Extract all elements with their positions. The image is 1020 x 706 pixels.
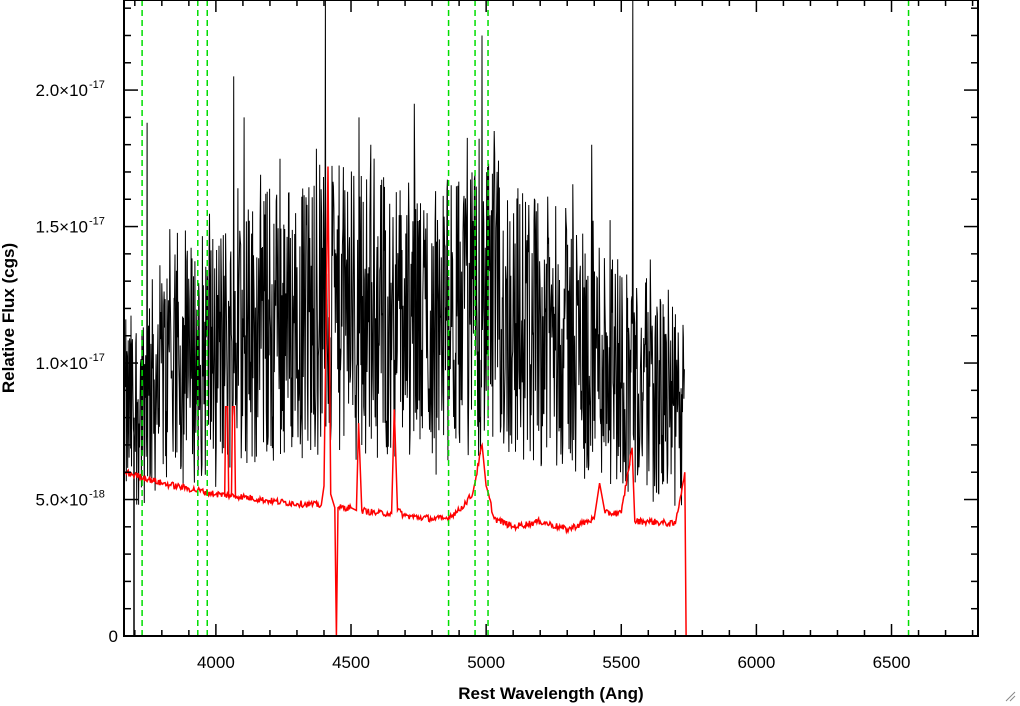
y-tick-exponent: -17	[89, 216, 105, 228]
model-emission-spike	[223, 405, 230, 497]
axes-frame	[123, 0, 979, 637]
x-tick-label: 6000	[737, 653, 775, 672]
y-tick-label: 2.0×10	[36, 81, 88, 100]
x-tick-label: 4000	[197, 653, 235, 672]
x-tick-label: 4500	[332, 653, 370, 672]
y-tick-label: 0	[109, 627, 118, 646]
plot-frame	[123, 0, 979, 637]
y-axis-label: Relative Flux (cgs)	[0, 243, 18, 393]
plot-area	[124, 0, 978, 636]
y-tick-label: 1.0×10	[36, 354, 88, 373]
observed-spectrum-line	[124, 0, 685, 506]
y-tick-label: 1.5×10	[36, 218, 88, 237]
y-tick-exponent: -18	[89, 489, 105, 501]
x-tick-label: 5500	[602, 653, 640, 672]
x-axis-ticks: 4000 4500 5000 5500 6000 6500	[134, 0, 974, 672]
model-emission-spike	[230, 405, 237, 497]
y-axis-ticks: 05.0×10 -181.0×10 -171.5×10 -172.0×10 -17	[36, 7, 978, 646]
resize-grip-icon[interactable]	[1004, 690, 1016, 702]
y-tick-label: 5.0×10	[36, 491, 88, 510]
x-tick-label: 5000	[467, 653, 505, 672]
y-tick-exponent: -17	[89, 352, 105, 364]
x-axis-label: Rest Wavelength (Ang)	[458, 684, 643, 703]
y-tick-exponent: -17	[89, 79, 105, 91]
model-spectrum-line	[124, 166, 978, 636]
x-tick-label: 6500	[873, 653, 911, 672]
